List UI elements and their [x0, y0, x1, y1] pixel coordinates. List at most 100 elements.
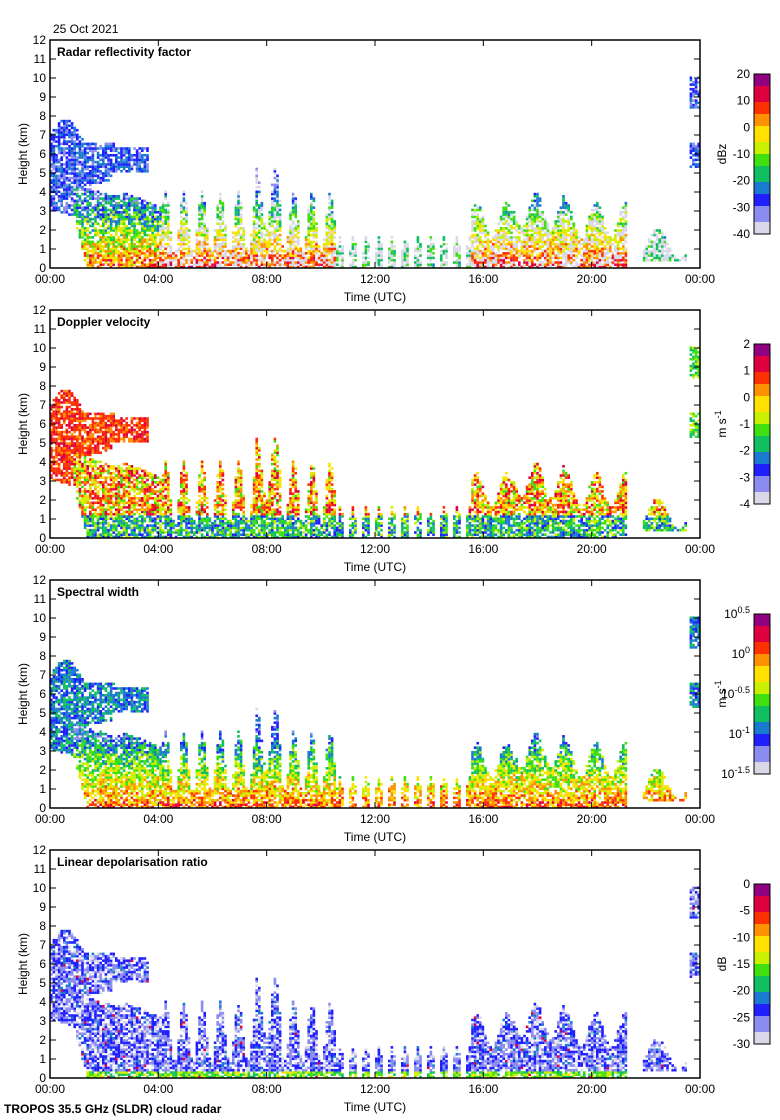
data-cell	[60, 417, 63, 420]
data-cell	[572, 233, 576, 237]
data-cell	[109, 220, 113, 223]
data-cell	[57, 179, 61, 182]
data-cell	[83, 174, 87, 178]
data-cell	[86, 265, 89, 269]
data-cell	[89, 190, 92, 194]
data-cell	[585, 245, 589, 248]
data-cell	[650, 245, 654, 248]
data-cell	[133, 163, 136, 166]
data-cell	[83, 229, 87, 232]
data-cell	[60, 149, 63, 152]
data-cell	[104, 242, 108, 246]
data-cell	[55, 190, 58, 194]
data-cell	[289, 215, 292, 219]
data-cell	[536, 211, 539, 214]
data-cell	[99, 197, 102, 200]
data-cell	[497, 233, 500, 237]
data-cell	[76, 398, 79, 402]
data-cell	[307, 213, 310, 216]
data-cell	[492, 247, 495, 251]
data-cell	[89, 142, 92, 146]
data-cell	[57, 149, 61, 152]
data-cell	[515, 220, 518, 223]
data-cell	[133, 252, 136, 255]
data-cell	[689, 87, 693, 91]
data-cell	[614, 249, 617, 253]
data-cell	[50, 435, 53, 438]
data-cell	[559, 220, 563, 223]
data-cell	[52, 197, 56, 200]
data-cell	[180, 249, 183, 253]
data-cell	[224, 224, 227, 228]
data-cell	[146, 201, 149, 205]
data-cell	[128, 231, 131, 235]
data-cell	[536, 240, 539, 244]
data-cell	[598, 238, 602, 241]
data-cell	[112, 170, 115, 173]
data-cell	[260, 204, 264, 207]
data-cell	[125, 165, 128, 168]
data-cell	[60, 156, 63, 159]
data-cell	[73, 192, 76, 196]
data-cell	[663, 249, 667, 253]
data-cell	[200, 227, 204, 230]
data-cell	[52, 147, 56, 150]
data-cell	[559, 261, 563, 264]
data-cell	[138, 163, 141, 166]
data-cell	[286, 238, 290, 241]
x-tick-label: 20:00	[577, 272, 607, 286]
data-cell	[603, 261, 607, 264]
data-cell	[91, 519, 95, 523]
data-cell	[289, 236, 292, 239]
data-cell	[239, 201, 243, 205]
data-cell	[120, 242, 123, 246]
data-cell	[505, 206, 508, 209]
data-cell	[96, 213, 100, 216]
data-cell	[294, 227, 297, 230]
data-cell	[70, 165, 74, 168]
data-cell	[442, 249, 446, 253]
data-cell	[102, 497, 105, 500]
data-cell	[661, 249, 664, 253]
data-cell	[68, 442, 71, 445]
data-cell	[541, 263, 544, 266]
data-cell	[96, 233, 100, 237]
data-cell	[141, 242, 144, 246]
data-cell	[341, 263, 344, 266]
data-cell	[182, 258, 186, 262]
data-cell	[99, 163, 102, 166]
data-cell	[138, 217, 141, 221]
data-cell	[83, 414, 87, 418]
data-cell	[89, 478, 92, 482]
data-cell	[52, 128, 56, 132]
data-cell	[141, 231, 144, 235]
data-cell	[473, 233, 477, 237]
data-cell	[221, 247, 225, 251]
data-cell	[70, 401, 74, 404]
data-cell	[315, 236, 318, 239]
data-cell	[86, 188, 89, 191]
data-cell	[148, 211, 152, 214]
data-cell	[694, 106, 698, 109]
data-cell	[596, 252, 599, 255]
data-cell	[590, 222, 594, 225]
data-cell	[562, 224, 565, 228]
date-label: 25 Oct 2021	[53, 22, 119, 36]
data-cell	[533, 227, 537, 230]
data-cell	[86, 199, 89, 203]
data-cell	[55, 165, 58, 168]
data-cell	[310, 240, 313, 244]
data-cell	[221, 201, 225, 205]
data-cell	[507, 211, 511, 214]
data-cell	[109, 242, 113, 246]
data-cell	[224, 229, 227, 232]
data-cell	[198, 208, 201, 212]
data-cell	[109, 229, 113, 232]
data-cell	[138, 160, 141, 164]
data-cell	[102, 487, 105, 491]
data-cell	[689, 94, 693, 98]
data-cell	[83, 215, 87, 219]
data-cell	[55, 433, 58, 436]
data-cell	[96, 151, 100, 155]
data-cell	[73, 417, 76, 420]
